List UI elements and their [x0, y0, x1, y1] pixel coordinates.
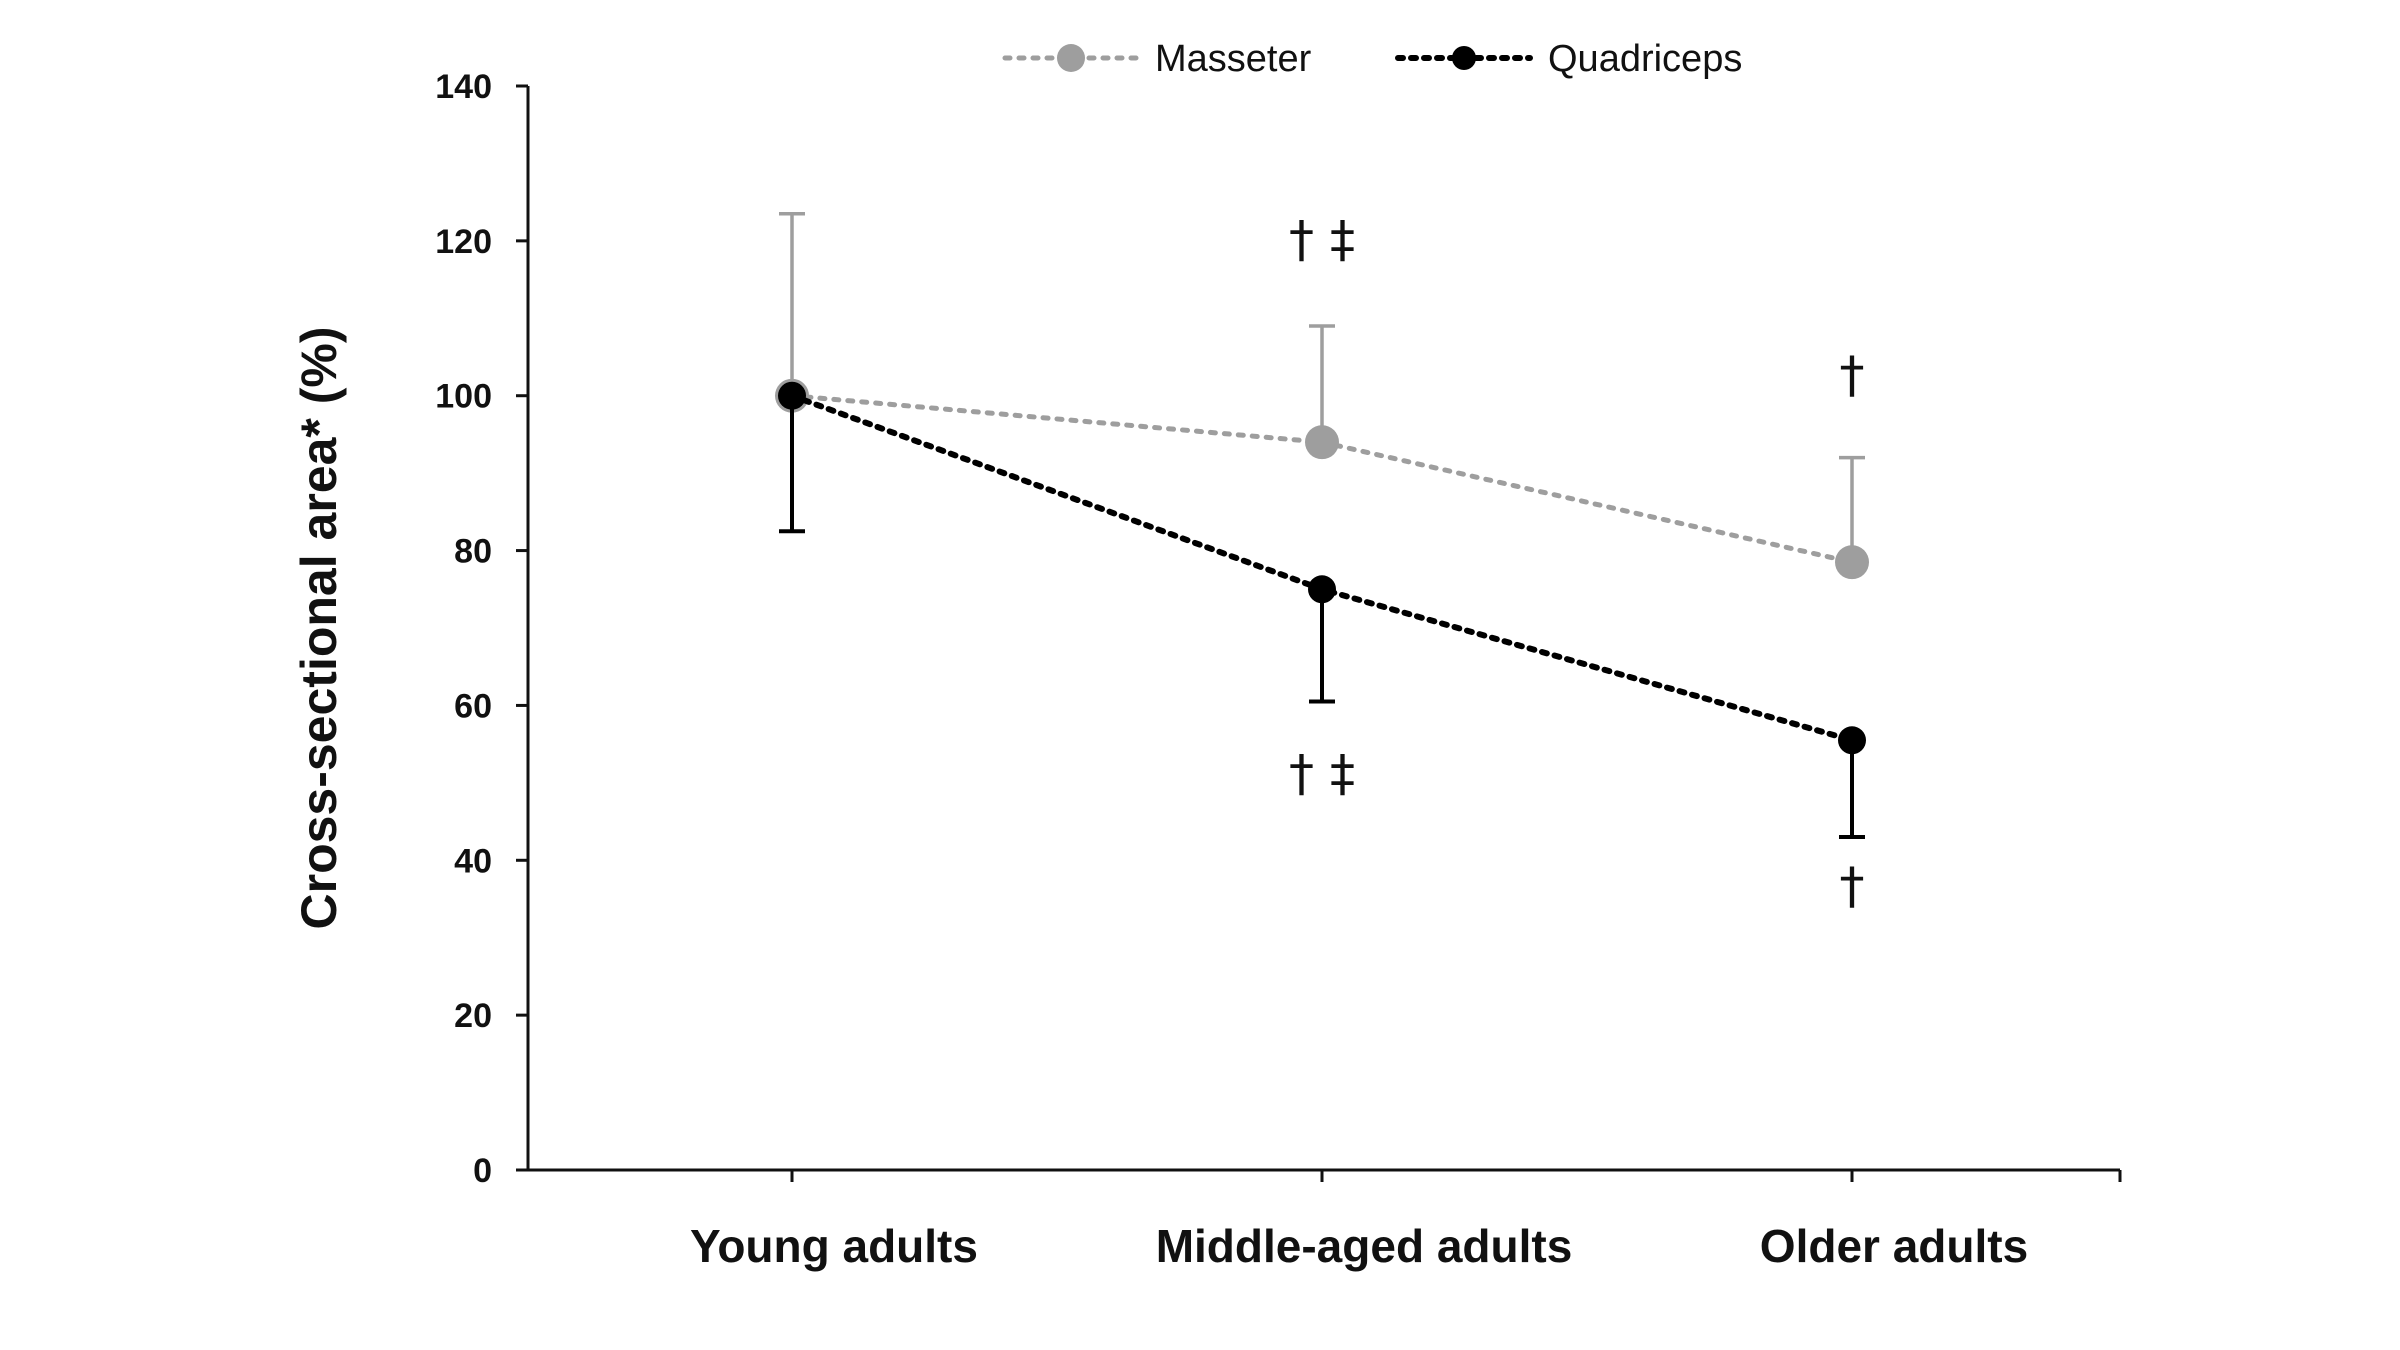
significance-marker: †: [1840, 346, 1865, 404]
y-tick-label: 140: [435, 68, 492, 106]
y-tick-label: 60: [454, 687, 492, 725]
significance-marker: †: [1840, 857, 1865, 915]
data-point: [1305, 425, 1339, 460]
x-category-label: Young adults: [690, 1220, 978, 1272]
annotations: † ‡ † † ‡ †: [1289, 210, 1864, 915]
y-tick-label: 0: [473, 1152, 492, 1190]
y-tick-label: 100: [435, 378, 492, 416]
y-tick-label: 20: [454, 997, 492, 1035]
x-category-label: Older adults: [1760, 1220, 2028, 1272]
data-point: [1835, 545, 1869, 580]
data-point: [778, 381, 806, 410]
legend-item-quadriceps: Quadriceps: [1395, 38, 1742, 80]
y-tick-label: 40: [454, 842, 492, 880]
y-tick-label: 80: [454, 533, 492, 571]
significance-marker: † ‡: [1289, 745, 1355, 803]
y-tick-label: 120: [435, 223, 492, 261]
data-point: [1308, 575, 1336, 604]
legend-item-masseter: Masseter: [1002, 38, 1312, 80]
series-layer: [775, 212, 1869, 840]
axes: 0 20 40 60 80 100 120 140 Young adults Middle-age…: [291, 68, 2122, 1272]
legend-label: Masseter: [1155, 38, 1312, 80]
series-quadriceps: [778, 381, 1866, 840]
x-category-label: Middle-aged adults: [1156, 1220, 1573, 1272]
legend-label: Quadriceps: [1548, 38, 1742, 80]
legend: Masseter Quadriceps: [1002, 38, 1742, 80]
series-masseter: [775, 212, 1869, 580]
y-axis-title: Cross-sectional area* (%): [291, 326, 347, 929]
data-point: [1838, 726, 1866, 755]
legend-marker: [1452, 46, 1476, 70]
significance-marker: † ‡: [1289, 210, 1355, 268]
legend-marker: [1057, 44, 1085, 72]
